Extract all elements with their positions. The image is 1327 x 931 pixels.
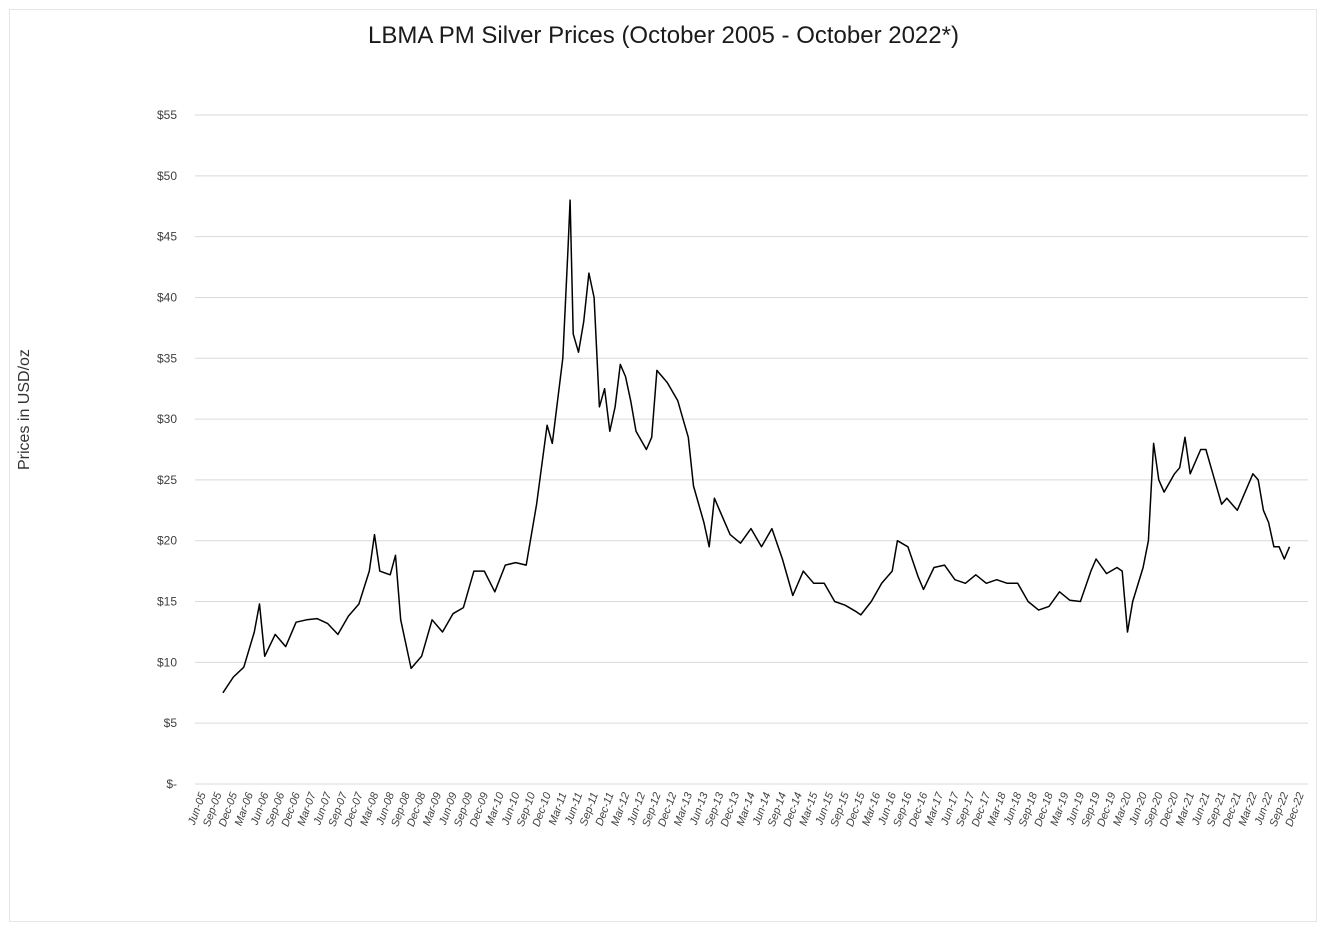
y-tick-label: $40 [157,290,177,304]
x-axis-ticks: Jun-05Sep-05Dec-05Mar-06Jun-06Sep-06Dec-… [186,790,1307,828]
y-tick-label: $5 [164,716,178,730]
series-lines [222,199,1291,694]
gridlines [195,114,1308,785]
y-tick-label: $35 [157,351,177,365]
y-tick-label: $10 [157,655,177,669]
y-tick-label: $45 [157,230,177,244]
y-axis-ticks: $- $5 $10 $15 $20 $25 $30 $35 $40 $45 $50 $55 [157,108,177,791]
y-tick-label: $50 [157,169,177,183]
chart-frame [9,9,1317,922]
y-tick-label: $30 [157,412,177,426]
chart-title: LBMA PM Silver Prices (October 2005 - Oc… [368,22,959,49]
y-tick-label: $25 [157,473,177,487]
y-tick-label: $- [166,777,177,791]
y-tick-label: $55 [157,108,177,122]
series-line [222,199,1291,694]
y-tick-label: $15 [157,595,177,609]
y-tick-label: $20 [157,534,177,548]
